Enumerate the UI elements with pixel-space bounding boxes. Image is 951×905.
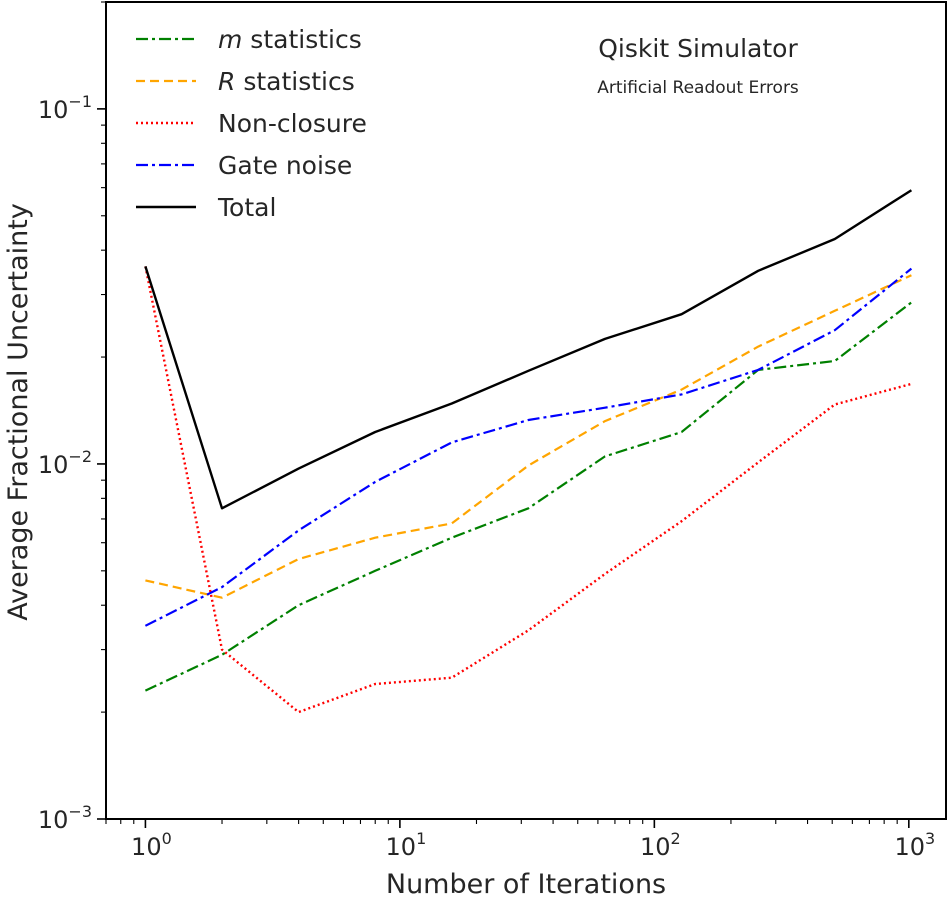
series-line-non-closure bbox=[144, 266, 912, 714]
annotation-subtitle: Artificial Readout Errors bbox=[597, 78, 799, 98]
x-axis-title: Number of Iterations bbox=[386, 869, 666, 900]
y-tick-exponent: −1 bbox=[68, 92, 92, 111]
series-line-m-statistics bbox=[144, 301, 913, 692]
legend-label-text: Total bbox=[217, 193, 276, 222]
y-tick-exponent: −2 bbox=[68, 447, 92, 466]
y-tick-label: 10−3 bbox=[38, 802, 92, 834]
x-tick-exponent: 2 bbox=[671, 829, 681, 848]
x-tick-label: 102 bbox=[640, 829, 681, 861]
legend-label-symbol: m bbox=[218, 25, 242, 54]
y-axis: 10−310−210−1 bbox=[38, 1, 106, 834]
x-tick-label: 103 bbox=[894, 829, 935, 861]
legend-label-text: Non-closure bbox=[218, 109, 367, 138]
legend-entry-r-statistics: R statistics bbox=[136, 67, 355, 96]
y-tick-label: 10−1 bbox=[38, 92, 92, 124]
legend-label-symbol: R bbox=[218, 67, 235, 96]
legend-entry-non-closure: Non-closure bbox=[136, 109, 367, 138]
y-axis-title: Average Fractional Uncertainty bbox=[3, 203, 34, 621]
x-tick-exponent: 3 bbox=[925, 829, 935, 848]
legend-label: Gate noise bbox=[218, 151, 352, 180]
series-layer bbox=[144, 189, 913, 714]
series-line-r-statistics bbox=[145, 274, 912, 599]
x-tick-base: 10 bbox=[386, 833, 417, 861]
x-tick-exponent: 1 bbox=[416, 829, 426, 848]
legend-entry-m-statistics: m statistics bbox=[136, 25, 362, 54]
x-axis: 100 101 102 103 bbox=[105, 819, 935, 861]
x-tick-exponent: 0 bbox=[162, 829, 172, 848]
legend-label: m statistics bbox=[218, 25, 362, 54]
x-tick-label: 100 bbox=[131, 829, 172, 861]
y-tick-base: 10 bbox=[38, 806, 69, 834]
annotation-title: Qiskit Simulator bbox=[598, 34, 798, 63]
y-tick-label: 10−2 bbox=[38, 447, 92, 479]
series-line-total bbox=[144, 189, 913, 510]
x-tick-base: 10 bbox=[640, 833, 671, 861]
x-tick-label: 101 bbox=[386, 829, 427, 861]
plot-frame bbox=[105, 1, 947, 820]
annotation: Qiskit Simulator Artificial Readout Erro… bbox=[597, 34, 799, 98]
legend-label-text: statistics bbox=[235, 67, 354, 96]
legend-label: R statistics bbox=[218, 67, 355, 96]
y-tick-exponent: −3 bbox=[68, 802, 92, 821]
y-tick-base: 10 bbox=[38, 96, 69, 124]
y-tick-base: 10 bbox=[38, 451, 69, 479]
legend-label-text: statistics bbox=[242, 25, 361, 54]
legend-entry-gate-noise: Gate noise bbox=[136, 151, 352, 180]
series-line-gate-noise bbox=[144, 267, 913, 627]
legend-label: Total bbox=[217, 193, 276, 222]
plot-area bbox=[105, 1, 947, 820]
legend-label-text: Gate noise bbox=[218, 151, 352, 180]
x-tick-base: 10 bbox=[131, 833, 162, 861]
x-tick-base: 10 bbox=[894, 833, 925, 861]
legend-label: Non-closure bbox=[218, 109, 367, 138]
legend-entry-total: Total bbox=[136, 193, 276, 222]
